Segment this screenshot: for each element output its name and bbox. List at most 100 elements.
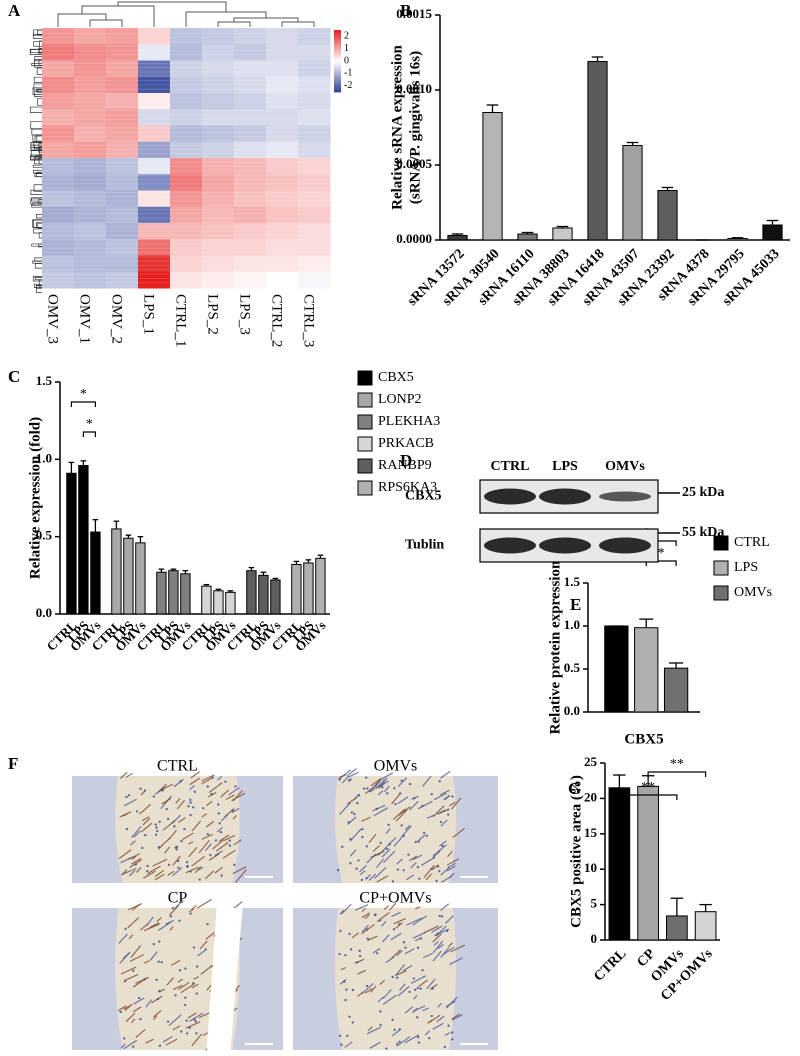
heatmap-cell (74, 109, 107, 126)
bar (517, 233, 538, 241)
nucleus (341, 845, 344, 849)
cell-streak (368, 833, 377, 844)
dendrogram (117, 1, 227, 12)
heatmap-cell (138, 190, 171, 208)
colorbar-step (334, 45, 341, 48)
cell-streak (349, 828, 362, 842)
nucleus (161, 789, 164, 792)
cell-streak (382, 850, 396, 864)
cell-streak (445, 996, 458, 1009)
heatmap-cell (266, 44, 299, 61)
cell-streak (120, 771, 128, 779)
cell-streak (417, 800, 433, 810)
micrograph-title: OMVs (374, 758, 418, 775)
heatmap-cell (42, 158, 75, 175)
bar (727, 238, 748, 241)
panel-label: B (400, 1, 411, 20)
heatmap-cell (106, 206, 139, 224)
heatmap-cell (170, 255, 203, 273)
cell-streak (188, 846, 198, 858)
nucleus (451, 795, 454, 798)
nucleus (193, 1018, 196, 1021)
nucleus (189, 801, 192, 804)
nucleus (195, 1032, 198, 1035)
cell-streak (216, 775, 223, 781)
cell-streak (361, 982, 374, 994)
heatmap-cell (170, 28, 203, 45)
colorbar-step (334, 64, 341, 67)
dendrogram (38, 243, 42, 248)
y-tick-label: 0.0010 (396, 81, 432, 96)
cell-streak (188, 841, 194, 845)
y-tick-label: 1.5 (36, 373, 53, 388)
cell-streak (196, 898, 212, 909)
tissue-gap (206, 908, 243, 1050)
cell-streak (444, 1032, 451, 1037)
heatmap-cell (74, 190, 107, 208)
nucleus (124, 927, 127, 931)
heatmap-cell (138, 206, 171, 224)
cell-streak (173, 778, 184, 788)
cell-streak (446, 865, 456, 872)
cell-streak (382, 994, 397, 1005)
cell-streak (348, 771, 359, 778)
colorbar-step (334, 70, 341, 73)
dendrogram (32, 260, 42, 264)
cell-streak (339, 802, 351, 815)
nucleus (365, 845, 369, 848)
column-label: LPS_1 (141, 294, 157, 335)
cell-streak (212, 839, 224, 850)
cell-streak (166, 977, 174, 986)
cell-streak (396, 858, 403, 865)
nucleus (217, 812, 221, 815)
nucleus (177, 866, 180, 869)
heatmap-cell (170, 60, 203, 78)
legend-swatch (357, 392, 373, 408)
heatmap-cell (202, 60, 235, 78)
significance-bracket (70, 401, 96, 407)
cell-streak (425, 873, 433, 881)
bar (270, 579, 281, 615)
legend-label: CTRL (734, 535, 770, 550)
cell-streak (175, 798, 181, 804)
blot-band (599, 491, 651, 502)
heatmap-cell (234, 271, 267, 289)
cell-streak (129, 954, 144, 962)
y-tick-label: 0.0000 (396, 231, 432, 246)
nucleus (436, 865, 440, 868)
cell-streak (123, 1039, 138, 1050)
dendrogram (39, 40, 42, 50)
blot-column-label: LPS (552, 459, 578, 474)
colorbar-tick-label: -2 (344, 80, 352, 91)
nucleus (338, 952, 341, 956)
dendrogram (36, 171, 42, 177)
dendrogram (34, 277, 42, 281)
significance-label: * (86, 417, 93, 432)
cell-streak (215, 841, 229, 852)
nucleus (386, 792, 389, 795)
cell-streak (159, 783, 174, 791)
micrograph-title: CP+OMVs (359, 890, 431, 907)
heatmap-cell (42, 223, 75, 240)
cell-streak (164, 846, 171, 854)
colorbar-step (334, 84, 341, 87)
heatmap-cell (42, 28, 75, 45)
heatmap-cell (234, 28, 267, 45)
blot-band (599, 537, 651, 554)
cell-streak (339, 909, 345, 915)
cell-streak (412, 1007, 418, 1014)
cell-streak (439, 840, 447, 847)
cell-streak (432, 950, 442, 962)
cell-streak (354, 958, 365, 964)
heatmap-cell (138, 109, 171, 126)
dendrogram (30, 189, 42, 196)
cell-streak (450, 944, 465, 953)
nucleus (204, 948, 207, 951)
heatmap-cell (74, 223, 107, 240)
nucleus (447, 813, 450, 816)
significance-bracket (645, 560, 677, 566)
nucleus (440, 915, 444, 918)
cell-streak (370, 985, 377, 993)
nucleus (344, 998, 347, 1002)
nucleus (373, 913, 377, 917)
